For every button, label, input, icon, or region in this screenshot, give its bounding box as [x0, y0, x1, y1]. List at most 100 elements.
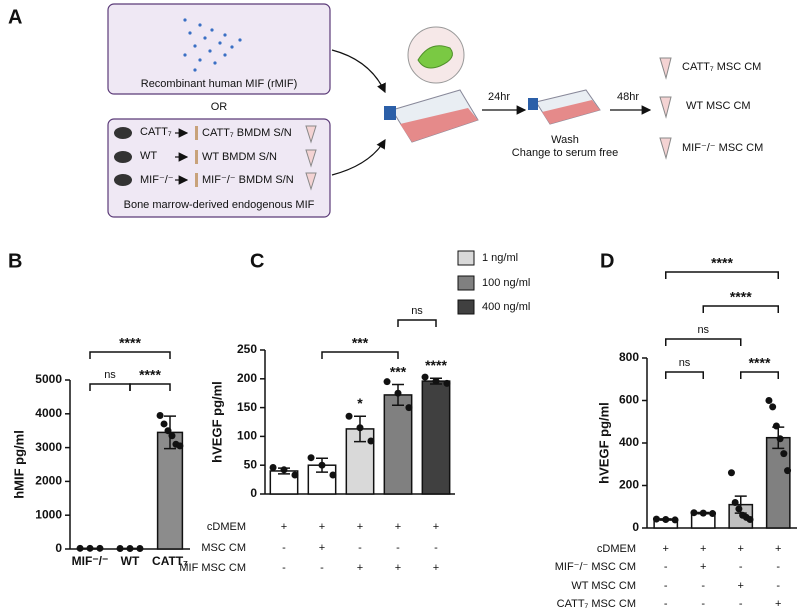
data-point [156, 411, 164, 419]
row-cell: - [664, 561, 668, 573]
row-cell: + [738, 580, 744, 592]
wash-label: Wash [551, 134, 579, 146]
mice [114, 127, 132, 186]
data-point [699, 509, 707, 517]
bmdm-label: Bone marrow-derived endogenous MIF [124, 199, 315, 211]
data-point [709, 510, 717, 518]
row-cell: - [739, 561, 743, 573]
y-tick-label: 0 [632, 520, 639, 534]
row-label: cDMEM [207, 521, 246, 533]
data-point [652, 515, 660, 523]
data-point [76, 544, 84, 552]
y-tick-label: 2000 [35, 474, 62, 488]
y-tick-label: 600 [619, 393, 639, 407]
row-label: CATT₇ MSC CM [557, 598, 636, 610]
step-label: 24hr [488, 91, 510, 103]
data-point [318, 461, 326, 469]
row-cell: - [320, 562, 324, 574]
data-point [176, 442, 184, 450]
or-label: OR [211, 101, 228, 113]
mouse-label: CATT₇ [140, 126, 172, 138]
data-point [367, 437, 375, 445]
data-point [329, 471, 337, 479]
bar-label: **** [425, 357, 447, 373]
panel-label: C [250, 250, 264, 272]
data-point [735, 505, 743, 513]
y-tick-label: 3000 [35, 440, 62, 454]
x-tick-label: MIF⁻/⁻ [72, 554, 109, 568]
bracket-label: **** [119, 335, 141, 351]
data-point [769, 403, 777, 411]
row-cell: - [776, 561, 780, 573]
legend-swatch [457, 275, 475, 291]
arrow [331, 138, 386, 176]
row-cell: + [433, 562, 439, 574]
row-cell: - [434, 542, 438, 554]
data-point [394, 389, 402, 397]
row-cell: + [775, 598, 781, 610]
row-cell: - [739, 598, 743, 610]
tubes [305, 125, 317, 191]
data-point [432, 377, 440, 385]
bracket [397, 319, 437, 327]
row-cell: + [357, 562, 363, 574]
data-point [126, 544, 134, 552]
output-label: CATT₇ MSC CM [682, 61, 761, 73]
y-tick-label: 1000 [35, 507, 62, 521]
tubes [659, 57, 672, 160]
y-tick-label: 100 [237, 429, 257, 443]
output-label: WT MSC CM [686, 100, 751, 112]
y-tick-label: 50 [244, 457, 258, 471]
data-point [269, 464, 277, 472]
row-cell: + [357, 521, 363, 533]
y-tick-label: 150 [237, 400, 257, 414]
data-point [96, 544, 104, 552]
arrow [331, 49, 386, 94]
data-point [345, 412, 353, 420]
output-label: MIF⁻/⁻ MSC CM [682, 142, 763, 154]
row-arrows [175, 128, 189, 185]
data-point [776, 435, 784, 443]
data-point [671, 516, 679, 524]
product-label: MIF⁻/⁻ BMDM S/N [202, 174, 294, 186]
row-cell: + [663, 543, 669, 555]
data-point [116, 544, 124, 552]
bracket-label: **** [749, 355, 771, 371]
data-point [443, 379, 451, 387]
data-point [765, 397, 773, 404]
data-point [405, 404, 413, 412]
data-point [136, 544, 144, 552]
data-point [690, 509, 698, 517]
row-cell: - [664, 598, 668, 610]
bones [195, 126, 198, 187]
row-label: MSC CM [201, 542, 246, 554]
y-axis-label: hVEGF pg/ml [596, 402, 611, 484]
bracket [665, 338, 742, 346]
legend-swatch [457, 250, 475, 266]
data-point [780, 450, 788, 458]
row-cell: - [664, 580, 668, 592]
bar [156, 431, 184, 550]
flask-cap [384, 106, 396, 120]
legend-label: 1 ng/ml [482, 252, 518, 264]
data-point [662, 516, 670, 523]
bar-label: * [357, 395, 363, 411]
y-tick-label: 800 [619, 350, 639, 364]
bracket-label: ns [411, 305, 423, 317]
row-cell: - [282, 562, 286, 574]
panel-label: B [8, 250, 22, 272]
row-cell: + [395, 562, 401, 574]
flask-medium [400, 108, 478, 142]
bracket-label: *** [352, 335, 369, 351]
row-cell: + [738, 543, 744, 555]
x-tick-label: WT [121, 554, 140, 568]
data-point [383, 378, 391, 386]
bracket-label: **** [711, 255, 733, 271]
row-cell: + [281, 521, 287, 533]
y-tick-label: 250 [237, 342, 257, 356]
bar-label: *** [390, 363, 407, 379]
y-tick-label: 200 [237, 371, 257, 385]
data-point [356, 424, 364, 432]
panel-label: D [600, 250, 614, 272]
